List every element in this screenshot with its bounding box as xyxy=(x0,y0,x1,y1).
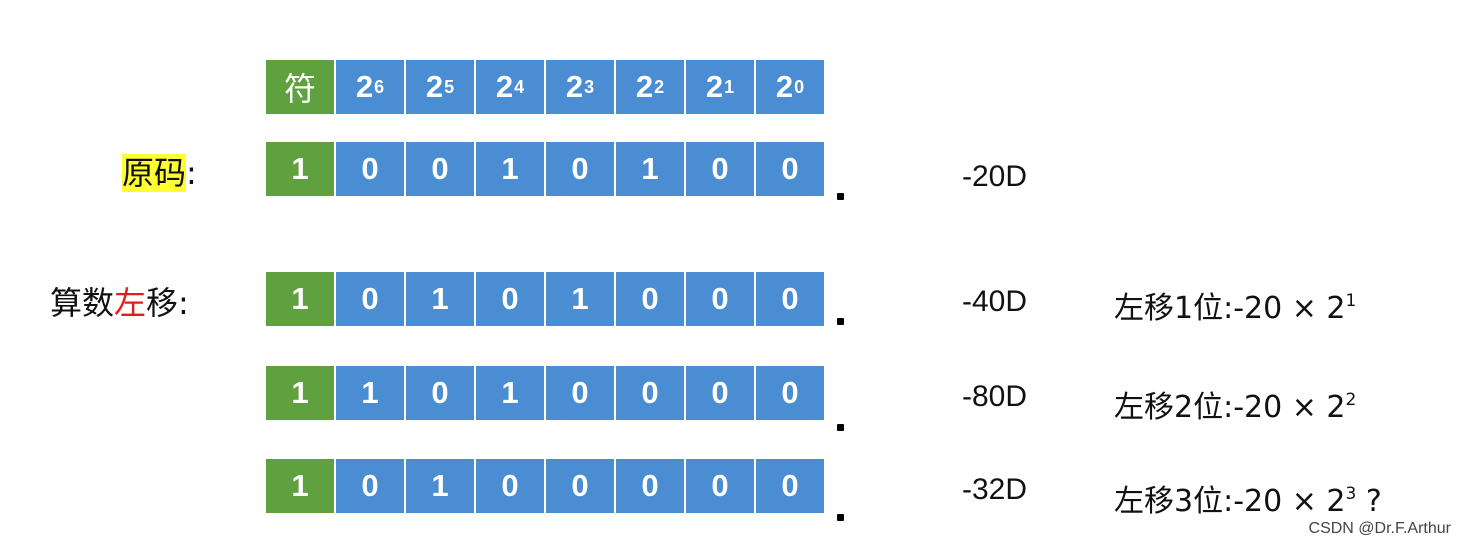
note-exponent: 3 xyxy=(1345,484,1357,504)
note-shift-1: 左移1位:-20 × 21 xyxy=(1114,283,1356,327)
bit-cell: 0 xyxy=(336,142,404,196)
sign-bit-cell: 1 xyxy=(266,272,334,326)
bit-cell: 0 xyxy=(756,366,824,420)
original-code-label: 原码: xyxy=(122,148,197,194)
power-base: 2 xyxy=(635,69,654,104)
original-code-text: 原码 xyxy=(122,154,187,192)
power-exponent: 6 xyxy=(374,76,385,97)
shift-prefix: 算数 xyxy=(50,284,115,322)
value-shift-3: -32D xyxy=(962,473,1028,506)
sign-bit-cell: 1 xyxy=(266,142,334,196)
power-base: 2 xyxy=(565,69,584,104)
bit-cell: 0 xyxy=(546,366,614,420)
bit-cell: 0 xyxy=(406,142,474,196)
bit-cell: 0 xyxy=(756,459,824,513)
bit-cell: 0 xyxy=(686,366,754,420)
note-exponent: 2 xyxy=(1345,390,1357,410)
power-base: 2 xyxy=(425,69,444,104)
power-base: 2 xyxy=(775,69,794,104)
bit-cell: 0 xyxy=(336,272,404,326)
bit-cell: 1 xyxy=(546,272,614,326)
row-end-dot xyxy=(837,193,844,200)
bit-cell: 0 xyxy=(476,459,544,513)
value-shift-2: -80D xyxy=(962,380,1028,413)
note-text: 左移3位:-20 × 2 xyxy=(1114,484,1346,519)
bit-cell: 0 xyxy=(336,459,404,513)
row-end-dot xyxy=(837,424,844,431)
watermark: CSDN @Dr.F.Arthur xyxy=(1308,520,1451,537)
sign-header-cell: 符 xyxy=(266,60,334,114)
bit-cell: 0 xyxy=(546,459,614,513)
bit-cell: 1 xyxy=(406,459,474,513)
bit-cell: 0 xyxy=(756,142,824,196)
sign-bit-cell: 1 xyxy=(266,366,334,420)
note-text: 左移1位:-20 × 2 xyxy=(1114,291,1346,326)
power-exponent: 0 xyxy=(794,76,805,97)
value-shift-1: -40D xyxy=(962,285,1028,318)
power-exponent: 4 xyxy=(514,76,525,97)
sign-bit-cell: 1 xyxy=(266,459,334,513)
shift-direction: 左 xyxy=(114,284,147,322)
power-base: 2 xyxy=(495,69,514,104)
row-end-dot xyxy=(837,318,844,325)
power-exponent: 3 xyxy=(584,76,595,97)
note-suffix: ? xyxy=(1356,484,1382,519)
bit-cell: 1 xyxy=(336,366,404,420)
power-exponent: 5 xyxy=(444,76,455,97)
bit-cell: 0 xyxy=(756,272,824,326)
bit-cell: 0 xyxy=(406,366,474,420)
bit-cell: 0 xyxy=(616,366,684,420)
bit-cell: 0 xyxy=(546,142,614,196)
power-base: 2 xyxy=(355,69,374,104)
bit-cell: 1 xyxy=(616,142,684,196)
bit-cell: 0 xyxy=(686,459,754,513)
bit-cell: 0 xyxy=(616,459,684,513)
shift-suffix: 移: xyxy=(146,284,189,322)
row-end-dot xyxy=(837,514,844,521)
note-shift-3: 左移3位:-20 × 23 ? xyxy=(1114,476,1382,520)
note-exponent: 1 xyxy=(1345,291,1357,311)
arithmetic-shift-label: 算数左移: xyxy=(50,278,189,324)
bit-cell: 0 xyxy=(476,272,544,326)
power-exponent: 2 xyxy=(654,76,665,97)
note-shift-2: 左移2位:-20 × 22 xyxy=(1114,382,1356,426)
power-base: 2 xyxy=(705,69,724,104)
bit-cell: 0 xyxy=(616,272,684,326)
bit-cell: 1 xyxy=(406,272,474,326)
bit-cell: 1 xyxy=(476,142,544,196)
bit-cell: 0 xyxy=(686,272,754,326)
note-text: 左移2位:-20 × 2 xyxy=(1114,390,1346,425)
original-code-colon: : xyxy=(186,154,197,192)
power-exponent: 1 xyxy=(724,76,735,97)
value-original: -20D xyxy=(962,160,1028,193)
bit-cell: 0 xyxy=(686,142,754,196)
bit-cell: 1 xyxy=(476,366,544,420)
